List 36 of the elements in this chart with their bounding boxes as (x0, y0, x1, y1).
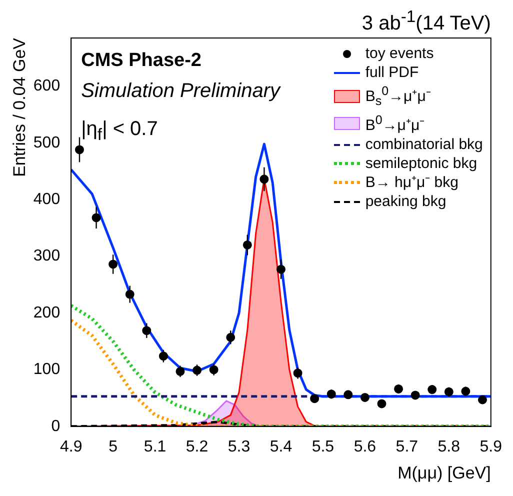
legend-label: semileptonic bkg (365, 154, 478, 173)
annotation: CMS Phase-2 (81, 50, 202, 72)
x-tick-label: 5.3 (228, 438, 250, 456)
x-tick-label: 5.9 (480, 438, 502, 456)
point (326, 390, 336, 399)
legend-label: toy events (365, 44, 434, 63)
x-tick-label: 5.1 (144, 438, 166, 456)
legend-label: B→ hμ⁺μ⁻ bkg (365, 173, 458, 192)
point (310, 394, 320, 404)
y-tick-label: 600 (33, 78, 60, 95)
y-tick-label: 200 (33, 304, 60, 322)
y-tick-label: 500 (33, 134, 60, 152)
x-tick-label: 5.4 (270, 438, 292, 456)
x-axis-title: M(μμ) [GeV] (398, 463, 491, 482)
x-tick-label: 5.8 (438, 438, 460, 456)
x-tick-label: 5 (108, 438, 118, 456)
point (478, 395, 487, 404)
x-tick-label: 5.6 (354, 438, 376, 456)
y-axis-title: Entries / 0.04 GeV (10, 37, 29, 177)
x-tick-label: 5.2 (186, 438, 208, 456)
annotation: |η$_{f}$| < 0.7 (81, 118, 158, 145)
y-tick-label: 400 (33, 191, 60, 208)
x-tick-label: 5.5 (312, 438, 334, 456)
x-tick-label: 5.7 (396, 438, 418, 456)
annotation: Simulation Preliminary (81, 80, 280, 103)
y-tick-label: 300 (33, 248, 60, 265)
legend-label: B$^{0}$→μ⁺μ⁻ (365, 112, 425, 135)
legend-label: peaking bkg (365, 192, 446, 211)
legend-label: full PDF (365, 63, 419, 82)
y-tick-label: 100 (33, 361, 60, 378)
y-tick-label: 0 (51, 418, 60, 435)
legend-label: combinatorial bkg (365, 135, 483, 154)
legend-label: B$_{s}$$^{0}$→μ⁺μ⁻ (365, 83, 431, 110)
point (360, 392, 370, 402)
chart-title: 3 ab$^{-1}$(14 TeV) (362, 7, 491, 36)
x-tick-label: 4.9 (60, 438, 82, 456)
